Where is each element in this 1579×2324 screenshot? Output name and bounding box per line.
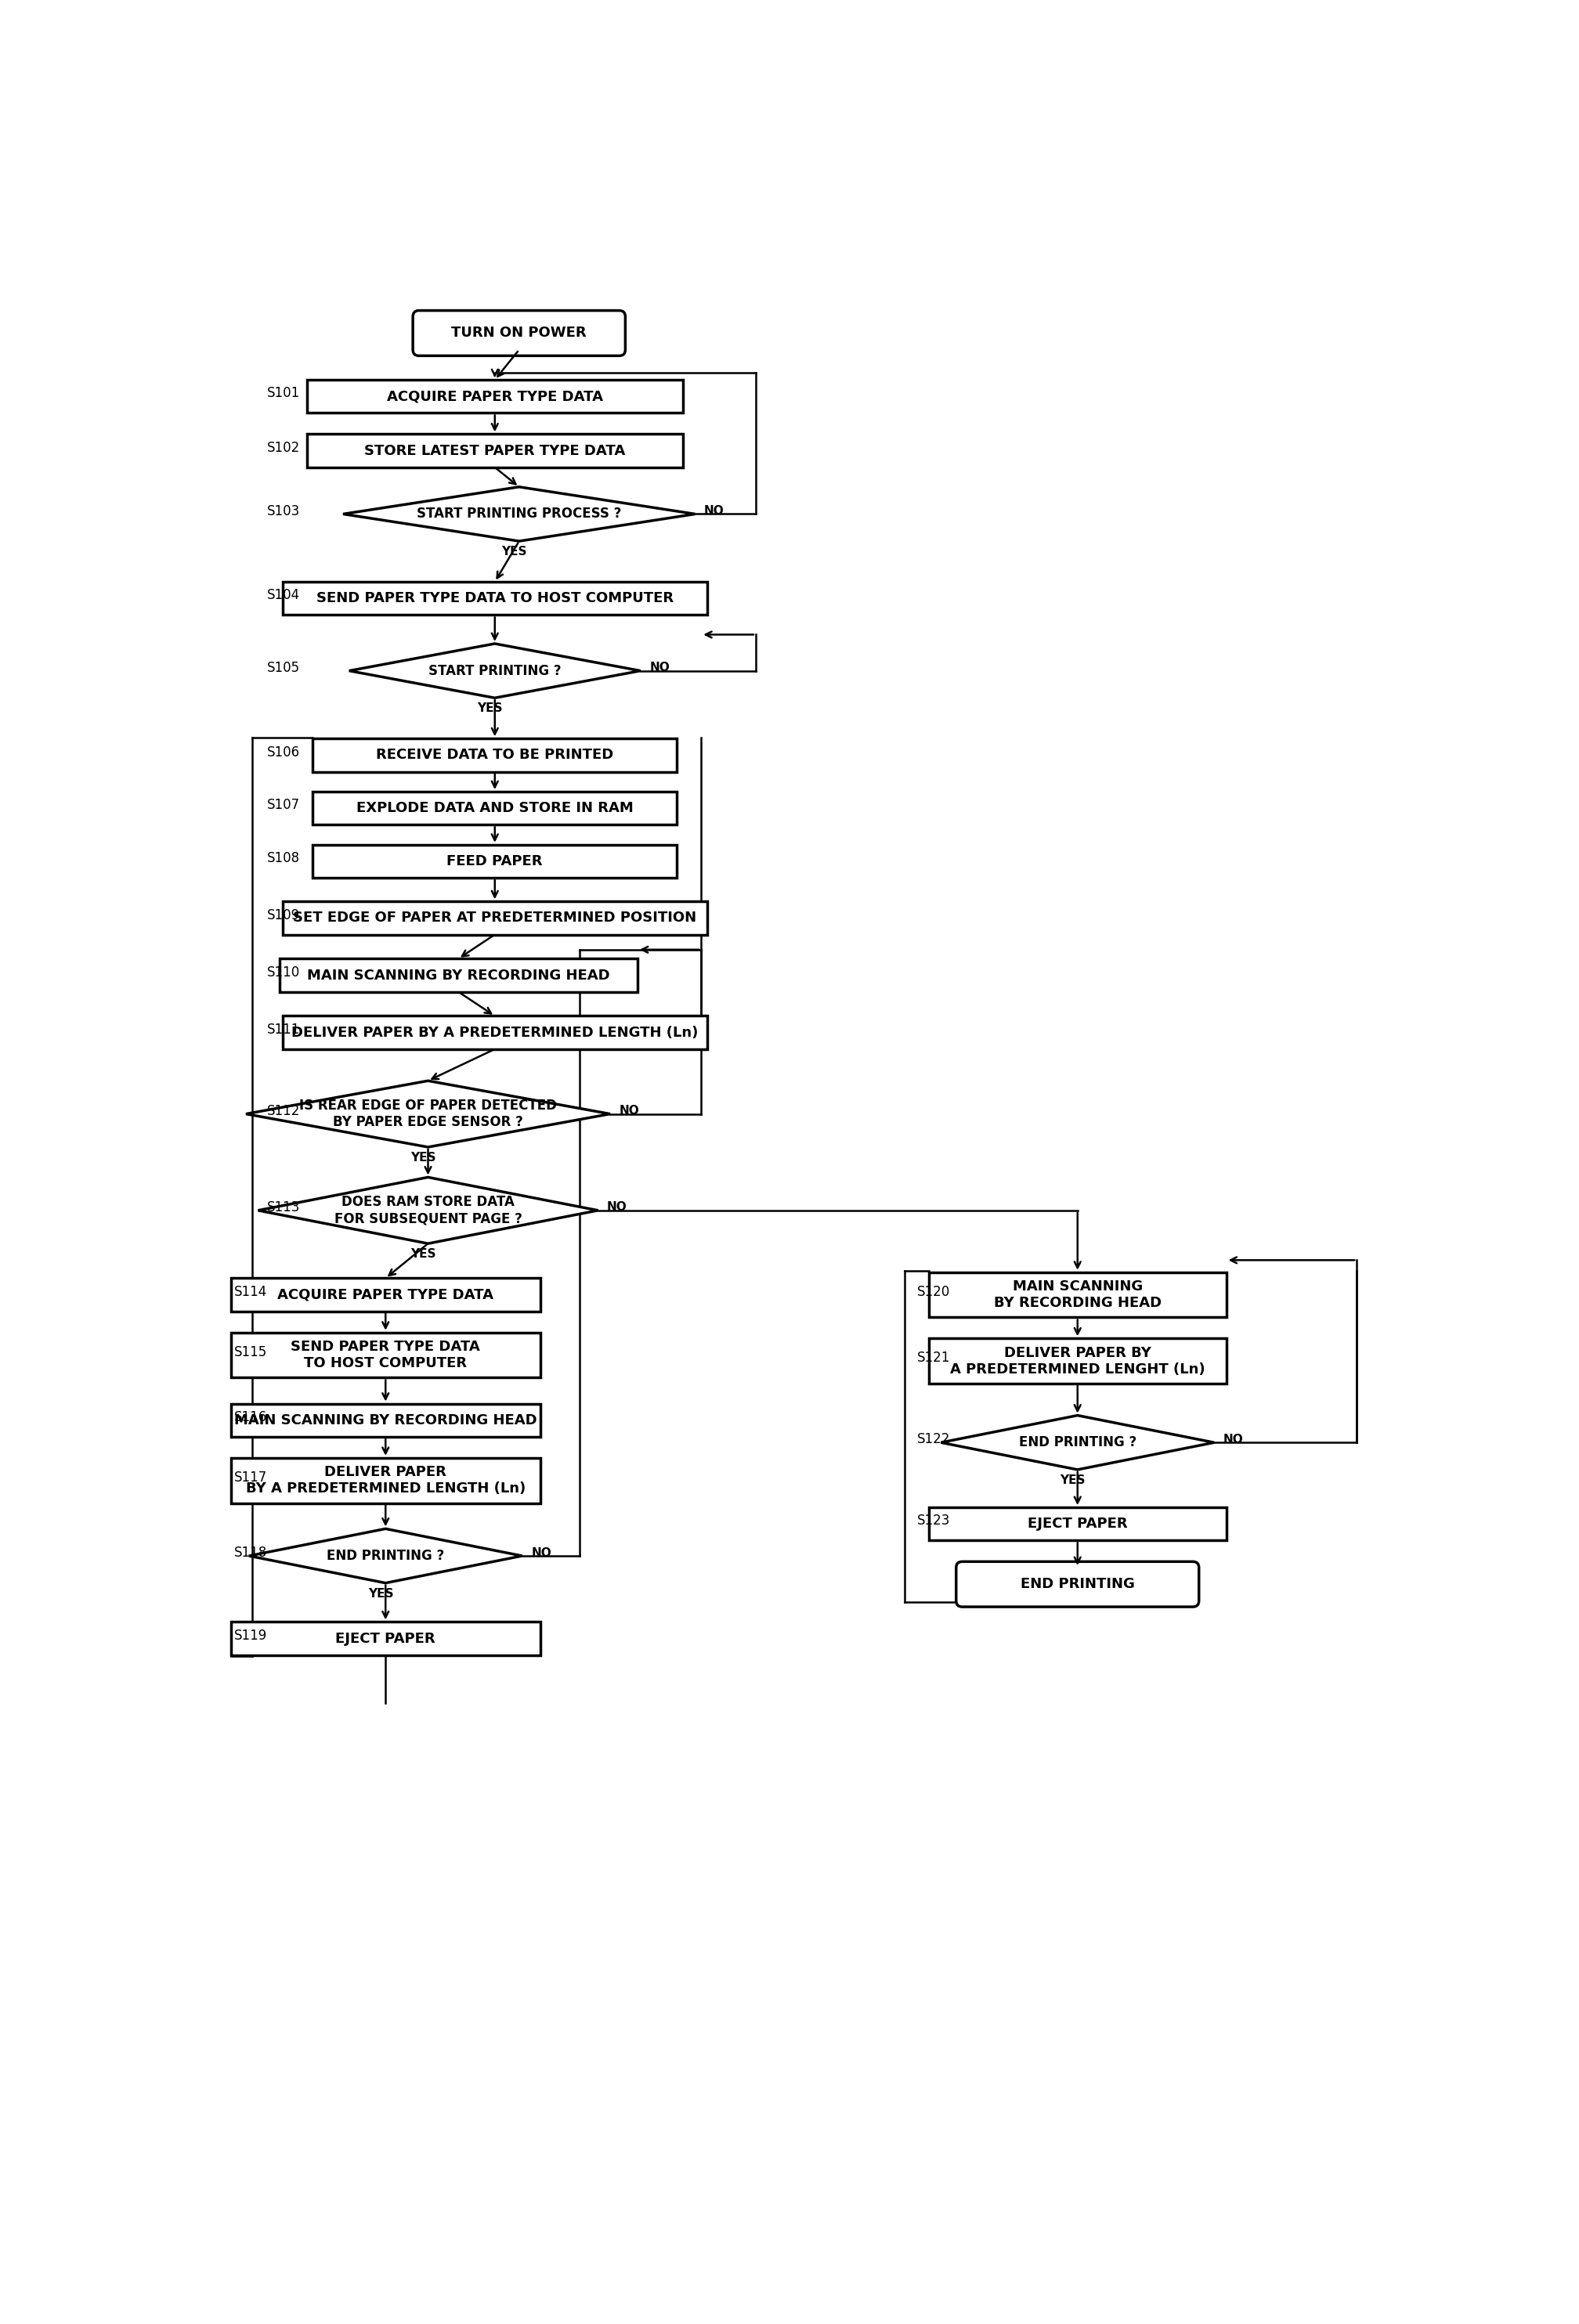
Text: YES: YES (1060, 1473, 1085, 1487)
Bar (306, 435, 684, 467)
Bar (928, 1508, 1227, 1541)
Bar (231, 1457, 540, 1504)
Text: NO: NO (649, 662, 669, 674)
Text: MAIN SCANNING
BY RECORDING HEAD: MAIN SCANNING BY RECORDING HEAD (993, 1281, 1162, 1311)
Text: EJECT PAPER: EJECT PAPER (336, 1631, 436, 1645)
Text: ACQUIRE PAPER TYPE DATA: ACQUIRE PAPER TYPE DATA (278, 1287, 494, 1301)
Text: S120: S120 (917, 1285, 951, 1299)
Text: END PRINTING ?: END PRINTING ? (327, 1548, 444, 1564)
Text: YES: YES (502, 546, 527, 558)
Text: S122: S122 (917, 1432, 951, 1446)
Text: EXPLODE DATA AND STORE IN RAM: EXPLODE DATA AND STORE IN RAM (357, 802, 633, 816)
Bar (928, 1339, 1227, 1383)
Bar (928, 1271, 1227, 1318)
Text: FEED PAPER: FEED PAPER (447, 855, 543, 869)
Bar (231, 1404, 540, 1436)
Text: END PRINTING ?: END PRINTING ? (1018, 1436, 1137, 1450)
Text: ACQUIRE PAPER TYPE DATA: ACQUIRE PAPER TYPE DATA (387, 390, 603, 404)
Bar (231, 1278, 540, 1311)
Text: DELIVER PAPER
BY A PREDETERMINED LENGTH (Ln): DELIVER PAPER BY A PREDETERMINED LENGTH … (246, 1466, 526, 1497)
Bar (283, 581, 707, 616)
FancyBboxPatch shape (412, 311, 625, 356)
Bar (313, 792, 677, 825)
Polygon shape (257, 1178, 598, 1243)
Bar (306, 379, 684, 414)
Text: S114: S114 (234, 1285, 267, 1299)
Text: S106: S106 (267, 746, 300, 760)
Text: S104: S104 (267, 588, 300, 602)
Text: S105: S105 (267, 660, 300, 674)
Text: S118: S118 (234, 1545, 267, 1559)
Text: DELIVER PAPER BY A PREDETERMINED LENGTH (Ln): DELIVER PAPER BY A PREDETERMINED LENGTH … (292, 1025, 698, 1039)
FancyBboxPatch shape (957, 1562, 1198, 1606)
Polygon shape (249, 1529, 523, 1583)
Polygon shape (246, 1081, 609, 1148)
Text: NO: NO (619, 1104, 639, 1118)
Text: YES: YES (411, 1153, 436, 1164)
Bar (231, 1622, 540, 1655)
Polygon shape (941, 1415, 1214, 1469)
Text: SEND PAPER TYPE DATA
TO HOST COMPUTER: SEND PAPER TYPE DATA TO HOST COMPUTER (291, 1341, 480, 1371)
Text: TURN ON POWER: TURN ON POWER (452, 325, 587, 339)
Text: END PRINTING: END PRINTING (1020, 1578, 1135, 1592)
Text: YES: YES (411, 1248, 436, 1260)
Text: YES: YES (477, 702, 502, 713)
Bar (231, 1332, 540, 1378)
Text: NO: NO (704, 504, 725, 516)
Text: DOES RAM STORE DATA
FOR SUBSEQUENT PAGE ?: DOES RAM STORE DATA FOR SUBSEQUENT PAGE … (335, 1195, 523, 1225)
Text: S111: S111 (267, 1023, 300, 1037)
Text: S112: S112 (267, 1104, 300, 1118)
Text: DELIVER PAPER BY
A PREDETERMINED LENGHT (Ln): DELIVER PAPER BY A PREDETERMINED LENGHT … (951, 1346, 1205, 1376)
Text: START PRINTING ?: START PRINTING ? (428, 665, 561, 679)
Text: S116: S116 (234, 1411, 267, 1425)
Text: NO: NO (531, 1548, 551, 1559)
Text: NO: NO (606, 1202, 627, 1213)
Text: STORE LATEST PAPER TYPE DATA: STORE LATEST PAPER TYPE DATA (365, 444, 625, 458)
Text: S117: S117 (234, 1471, 267, 1485)
Text: RECEIVE DATA TO BE PRINTED: RECEIVE DATA TO BE PRINTED (376, 748, 614, 762)
Bar (279, 960, 638, 992)
Text: IS REAR EDGE OF PAPER DETECTED
BY PAPER EDGE SENSOR ?: IS REAR EDGE OF PAPER DETECTED BY PAPER … (300, 1099, 557, 1129)
Bar (283, 1016, 707, 1048)
Text: MAIN SCANNING BY RECORDING HEAD: MAIN SCANNING BY RECORDING HEAD (306, 969, 609, 983)
Text: S113: S113 (267, 1199, 300, 1215)
Bar (283, 902, 707, 934)
Text: MAIN SCANNING BY RECORDING HEAD: MAIN SCANNING BY RECORDING HEAD (234, 1413, 537, 1427)
Text: START PRINTING PROCESS ?: START PRINTING PROCESS ? (417, 507, 622, 521)
Text: YES: YES (368, 1587, 393, 1599)
Bar (313, 739, 677, 772)
Text: S102: S102 (267, 442, 300, 456)
Text: S119: S119 (234, 1629, 267, 1643)
Text: S121: S121 (917, 1350, 951, 1364)
Polygon shape (343, 488, 695, 541)
Polygon shape (349, 644, 641, 697)
Text: S103: S103 (267, 504, 300, 518)
Text: S101: S101 (267, 386, 300, 400)
Text: EJECT PAPER: EJECT PAPER (1028, 1518, 1127, 1532)
Text: S115: S115 (234, 1346, 267, 1360)
Text: S109: S109 (267, 909, 300, 923)
Text: S110: S110 (267, 964, 300, 978)
Text: S108: S108 (267, 851, 300, 865)
Text: SEND PAPER TYPE DATA TO HOST COMPUTER: SEND PAPER TYPE DATA TO HOST COMPUTER (316, 590, 673, 607)
Text: NO: NO (1224, 1434, 1243, 1446)
Text: S123: S123 (917, 1513, 951, 1527)
Text: S107: S107 (267, 797, 300, 813)
Bar (313, 844, 677, 878)
Text: SET EDGE OF PAPER AT PREDETERMINED POSITION: SET EDGE OF PAPER AT PREDETERMINED POSIT… (294, 911, 696, 925)
